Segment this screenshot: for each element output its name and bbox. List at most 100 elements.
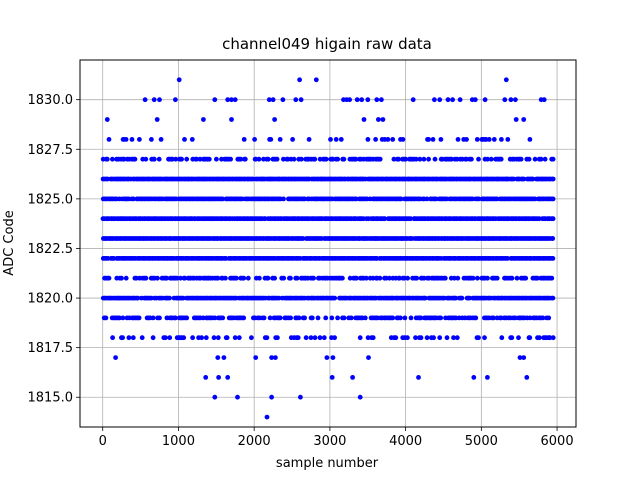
data-point [241,275,247,281]
data-point [505,137,511,142]
data-point [294,275,300,281]
data-point [455,137,461,142]
data-point [206,156,212,162]
data-point [276,295,282,301]
data-point [449,156,454,162]
data-point [277,137,283,142]
data-point [200,315,206,321]
y-tick-label: 1822.5 [28,242,74,257]
data-point [424,335,430,341]
data-point [232,97,238,103]
data-point [139,335,145,341]
data-point [238,156,244,162]
data-point [494,196,500,202]
data-point [437,335,443,341]
data-point [424,196,430,202]
data-point [503,77,509,83]
data-point [290,137,295,142]
data-point [499,335,505,341]
data-point [123,275,129,281]
data-point [453,295,459,301]
data-point [157,315,162,321]
data-point [157,97,162,103]
data-point [471,375,477,380]
data-point [382,216,388,222]
data-point [499,137,504,142]
data-point [550,236,556,241]
data-point [215,275,221,281]
data-point [433,196,439,202]
data-point [328,137,333,142]
data-point [530,176,536,182]
data-point [335,156,341,162]
data-point [299,156,304,162]
data-point [126,335,132,341]
data-point [401,275,407,281]
data-point [174,275,180,281]
x-tick-label: 1000 [162,434,195,449]
data-point [266,97,272,103]
data-point [269,355,274,360]
data-point [298,97,304,103]
data-point [532,156,538,162]
data-point [488,156,494,162]
data-point [521,176,527,182]
data-point [106,137,112,142]
data-point [426,156,431,162]
data-point [416,375,421,380]
data-point [151,156,157,162]
x-tick-label: 5000 [465,434,498,449]
data-point [546,315,552,321]
data-point [181,335,187,341]
data-point [418,315,424,321]
data-point [265,156,271,162]
data-point [476,335,481,341]
data-point [302,315,307,321]
data-point [341,315,347,321]
data-point [390,137,396,142]
data-point [270,97,276,103]
data-point [110,335,115,341]
data-point [220,315,226,321]
data-point [354,97,360,103]
data-point [333,137,339,142]
data-point [470,275,476,281]
data-point [137,137,142,142]
chart-title: channel049 higain raw data [222,35,432,53]
data-point [430,137,436,142]
data-point [293,97,299,103]
data-point [123,137,129,142]
data-point [521,117,527,122]
data-point [486,137,492,142]
data-point [117,315,122,321]
data-point [311,275,316,281]
data-point [518,156,524,162]
data-point [385,137,391,142]
data-point [405,335,410,341]
data-point [317,335,323,341]
data-point [438,137,444,142]
data-point [297,77,302,83]
data-point [526,156,532,162]
data-point [106,275,112,281]
data-point [303,335,309,341]
data-point [357,335,363,341]
data-point [377,156,383,162]
data-point [365,335,371,341]
data-point [256,156,262,162]
data-points [100,77,556,420]
data-point [234,275,239,281]
data-point [491,315,496,321]
data-point [354,275,359,281]
data-point [273,355,278,360]
data-point [201,117,206,122]
data-point [341,156,347,162]
data-point [397,275,402,281]
data-point [403,156,409,162]
data-point [329,315,335,321]
data-point [550,335,556,341]
data-point [357,394,363,400]
data-point [421,156,427,162]
data-point [215,355,221,360]
